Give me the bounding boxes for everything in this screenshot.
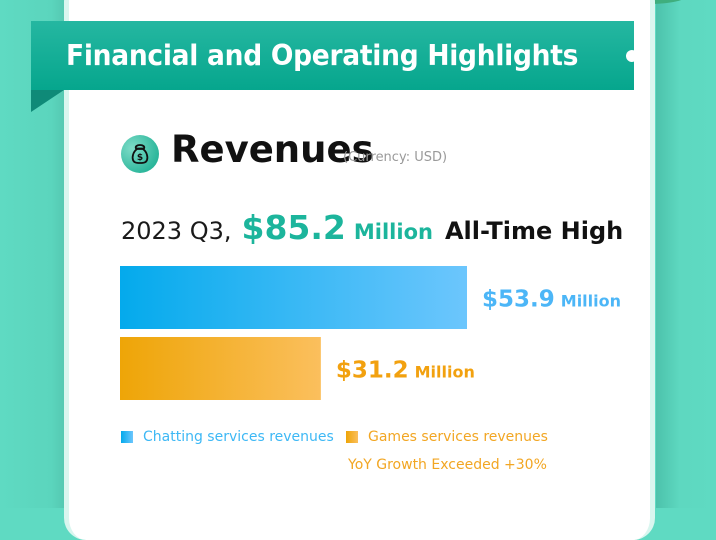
revenue-bar-chart: $53.9 Million $31.2 Million (120, 266, 621, 400)
headline-amount: $85.2 (241, 208, 346, 247)
svg-text:$: $ (137, 153, 143, 163)
bar-chatting (120, 266, 467, 329)
yoy-growth-annotation: YoY Growth Exceeded +30% (348, 457, 547, 473)
headline-unit: Million (353, 220, 433, 244)
money-bag-icon: $ (121, 135, 159, 173)
legend-item-chatting: Chatting services revenues (121, 429, 334, 445)
headline-period: 2023 Q3, (121, 217, 232, 245)
legend-label-chatting: Chatting services revenues (143, 429, 334, 445)
banner-title: Financial and Operating Highlights (66, 39, 579, 72)
section-banner: Financial and Operating Highlights (31, 21, 638, 90)
revenue-headline: 2023 Q3, $85.2 Million All-Time High (121, 208, 623, 252)
banner-dot (626, 50, 638, 62)
bar-value-label-games: $31.2 Million (336, 358, 475, 384)
bar-value-label-chatting: $53.9 Million (482, 287, 621, 313)
bar-games (120, 337, 321, 400)
headline-tag: All-Time High (444, 217, 624, 245)
legend-swatch-games (346, 431, 358, 443)
background-right (656, 0, 716, 508)
currency-note: (Currency: USD) (343, 150, 448, 165)
legend-item-games: Games services revenues (346, 429, 548, 445)
legend-label-games: Games services revenues (368, 429, 548, 445)
section-title: Revenues (171, 128, 374, 171)
legend-swatch-chatting (121, 431, 133, 443)
